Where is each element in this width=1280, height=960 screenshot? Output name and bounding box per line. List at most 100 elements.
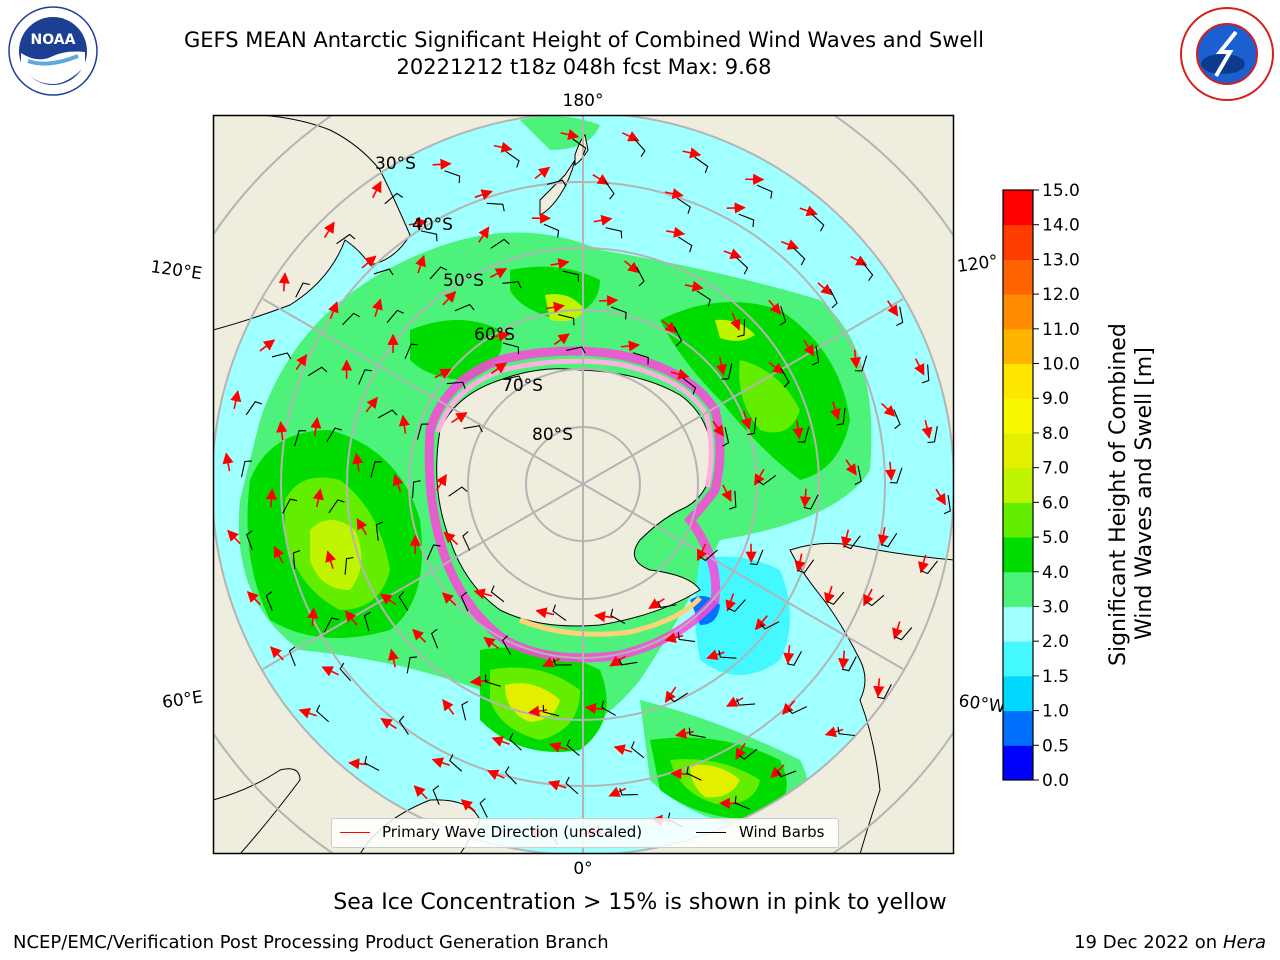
wave-arrow bbox=[682, 147, 702, 159]
footer-credit: NCEP/EMC/Verification Post Processing Pr… bbox=[13, 932, 609, 953]
wave-arrow bbox=[609, 655, 626, 667]
wind-barb bbox=[486, 202, 505, 212]
wave-arrow bbox=[768, 361, 785, 374]
wind-barb bbox=[619, 788, 638, 796]
wave-arrow bbox=[715, 356, 727, 376]
wave-arrow bbox=[361, 255, 377, 269]
wave-arrow bbox=[664, 686, 677, 703]
wind-barbs bbox=[240, 138, 951, 845]
wind-barb bbox=[373, 268, 394, 276]
wind-barb bbox=[326, 427, 342, 443]
wind-barb bbox=[502, 281, 522, 289]
wave-arrow bbox=[380, 718, 397, 730]
wind-barb bbox=[696, 290, 711, 307]
wave-arrow bbox=[534, 166, 551, 180]
wind-barb bbox=[542, 704, 560, 717]
wind-barb bbox=[881, 532, 898, 548]
wind-barb bbox=[411, 480, 421, 499]
colorbar-tick-label: 8.0 bbox=[1042, 424, 1069, 444]
wind-barb bbox=[728, 599, 746, 613]
wave-arrow bbox=[352, 452, 364, 472]
wave-arrow bbox=[259, 339, 276, 352]
wind-barb bbox=[943, 494, 951, 515]
wave-arrow bbox=[613, 744, 633, 756]
colorbar-swatch bbox=[1003, 190, 1033, 226]
wind-barb bbox=[737, 319, 746, 338]
legend-barb-label: Wind Barbs bbox=[739, 823, 825, 841]
wind-barb bbox=[562, 270, 580, 282]
wave-arrow bbox=[799, 488, 812, 508]
wave-arrow bbox=[273, 545, 285, 564]
colorbar-swatch bbox=[1003, 294, 1033, 330]
graticule bbox=[213, 115, 954, 854]
wind-barb bbox=[604, 180, 615, 200]
wave-arrow bbox=[307, 607, 319, 627]
wind-barb bbox=[787, 706, 807, 715]
wind-barb bbox=[240, 460, 252, 478]
lon-label-180: 180° bbox=[563, 91, 604, 111]
colorbar-tick-label: 1.5 bbox=[1042, 667, 1069, 687]
chart-title: GEFS MEAN Antarctic Significant Height o… bbox=[183, 28, 985, 52]
wave-arrow bbox=[754, 468, 765, 486]
colorbar-tick-label: 12.0 bbox=[1042, 285, 1080, 305]
lat-label-30s: 30°S bbox=[375, 154, 416, 174]
wave-arrow bbox=[661, 320, 677, 333]
wind-barb bbox=[896, 306, 904, 326]
lat-label-80s: 80°S bbox=[532, 425, 573, 445]
wind-barb bbox=[460, 591, 469, 612]
colorbar: 0.0 0.5 1.0 1.5 2.0 3.0 4.0 5.0 6.0 7.0 8.0 9.0 10.0… bbox=[1002, 181, 1080, 791]
wind-barb bbox=[246, 530, 253, 550]
wind-barb bbox=[779, 306, 787, 326]
wind-barb bbox=[566, 738, 580, 756]
wind-barb bbox=[757, 474, 777, 486]
colorbar-swatch bbox=[1003, 363, 1033, 399]
wind-barb bbox=[565, 776, 579, 795]
footer-machine: Hera bbox=[1222, 932, 1266, 953]
lat-label-40s: 40°S bbox=[412, 215, 453, 235]
wave-arrow bbox=[712, 420, 725, 437]
wind-barb bbox=[449, 754, 463, 772]
colorbar-tick-label: 0.5 bbox=[1042, 736, 1069, 756]
colorbar-swatch bbox=[1003, 641, 1033, 677]
wind-barb bbox=[432, 785, 440, 805]
wind-barb bbox=[398, 591, 409, 611]
wave-arrow bbox=[918, 554, 929, 574]
wind-barb bbox=[797, 426, 810, 443]
wind-barb bbox=[610, 306, 627, 320]
wave-arrow bbox=[222, 452, 234, 472]
wave-arrow bbox=[593, 214, 613, 226]
wind-barb bbox=[479, 798, 488, 818]
wave-arrow bbox=[269, 646, 284, 661]
wave-arrow bbox=[227, 529, 241, 545]
colorbar-tick-label: 14.0 bbox=[1042, 216, 1080, 236]
wind-barb bbox=[398, 715, 409, 735]
nws-logo-icon bbox=[1180, 7, 1274, 101]
wave-arrow bbox=[388, 648, 399, 668]
wind-barb bbox=[444, 170, 461, 184]
wind-barb bbox=[673, 326, 683, 347]
wind-barb bbox=[364, 755, 380, 771]
colorbar-swatch bbox=[1003, 710, 1033, 746]
wind-barb bbox=[358, 369, 372, 385]
wind-barb bbox=[504, 766, 517, 785]
wind-barb bbox=[657, 600, 677, 609]
wave-arrow bbox=[721, 484, 732, 502]
colorbar-swatch bbox=[1003, 502, 1033, 538]
wave-arrow bbox=[415, 254, 426, 274]
wind-barb bbox=[509, 732, 522, 751]
wind-barb bbox=[462, 531, 471, 551]
wave-arrow bbox=[794, 553, 806, 573]
wave-arrow bbox=[560, 129, 580, 141]
wave-arrow bbox=[412, 628, 427, 643]
wind-barb bbox=[282, 498, 298, 514]
wind-barb bbox=[920, 560, 938, 575]
colorbar-tick-label: 5.0 bbox=[1042, 528, 1069, 548]
wind-barb bbox=[404, 343, 419, 360]
colorbar-swatch bbox=[1003, 398, 1033, 434]
wind-barb bbox=[386, 309, 404, 323]
wind-barb bbox=[630, 741, 645, 759]
footer-date-text: 19 Dec 2022 on bbox=[1074, 932, 1218, 953]
wave-arrow bbox=[621, 131, 640, 142]
colorbar-tick-label: 1.0 bbox=[1042, 702, 1069, 722]
